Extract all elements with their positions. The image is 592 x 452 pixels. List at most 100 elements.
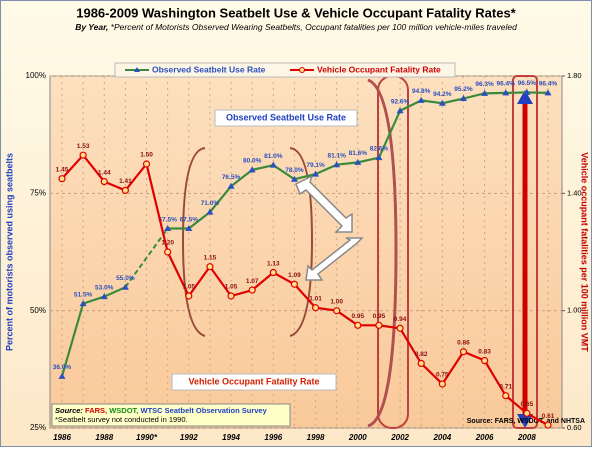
data-label: 96.3% (475, 81, 494, 88)
data-label: 1.20 (161, 240, 174, 247)
marker (333, 161, 341, 168)
marker (206, 208, 214, 215)
y-axis-label: Percent of motorists observed using seat… (4, 153, 14, 351)
data-label: 0.94 (394, 316, 407, 323)
x-tick-label: 1986 (53, 433, 71, 442)
y2-tick-label: 0.60 (567, 423, 582, 432)
marker (121, 186, 129, 194)
legend-label: Vehicle Occupant Fatality Rate (317, 64, 441, 74)
data-label: 0.75 (436, 372, 449, 379)
marker (523, 409, 531, 417)
marker (438, 99, 446, 106)
arrow (305, 237, 364, 281)
data-label: 1.15 (204, 254, 217, 261)
source-right: Source: FARS, WSDOT, and NHTSA (467, 418, 585, 425)
y-tick-label: 50% (30, 306, 46, 315)
data-label: 79.1% (306, 162, 325, 169)
chart-title: 1986-2009 Washington Seatbelt Use & Vehi… (76, 5, 516, 20)
y2-tick-label: 1.40 (567, 188, 582, 197)
y-tick-label: 75% (30, 188, 46, 197)
data-label: 1.13 (267, 260, 280, 267)
gap-connector (124, 227, 169, 288)
marker (164, 225, 172, 232)
y2-tick-label: 1.80 (567, 71, 582, 80)
data-label: 78.0% (285, 167, 304, 174)
marker (523, 88, 531, 95)
data-label: 94.2% (433, 91, 452, 98)
data-label: 0.95 (351, 313, 364, 320)
legend-marker (134, 67, 140, 72)
x-tick-label: 1994 (222, 433, 240, 442)
data-label: 1.07 (246, 278, 259, 285)
y-tick-label: 25% (30, 423, 46, 432)
data-label: 80.0% (243, 158, 262, 165)
data-label: 1.44 (98, 169, 111, 176)
marker (142, 160, 151, 168)
annotation: Observed Seatbelt Use Rate (226, 112, 346, 122)
marker (375, 321, 383, 329)
x-tick-label: 1990* (136, 433, 158, 442)
data-label: 1.45 (56, 166, 69, 173)
data-label: 1.41 (119, 178, 132, 185)
x-tick-label: 2002 (390, 433, 409, 442)
data-label: 0.82 (415, 351, 428, 358)
data-label: 76.5% (222, 174, 241, 181)
marker (100, 293, 108, 300)
x-tick-label: 1996 (264, 433, 282, 442)
marker (227, 292, 235, 300)
annotation-box (171, 373, 337, 391)
data-label: 67.5% (180, 216, 199, 223)
arrow (295, 174, 353, 233)
x-tick-label: 2004 (432, 433, 451, 442)
data-label: 0.95 (373, 313, 386, 320)
source-item: FARS, (85, 406, 107, 415)
marker (227, 182, 235, 189)
data-label: 81.1% (327, 152, 346, 159)
marker (58, 372, 66, 379)
marker (121, 283, 129, 290)
source-box (51, 403, 291, 427)
data-label: 0.83 (478, 348, 491, 355)
marker (417, 96, 425, 103)
x-tick-label: 2000 (348, 433, 367, 442)
marker (502, 89, 510, 96)
marker (100, 178, 108, 186)
x-tick-label: 2008 (517, 433, 536, 442)
marker (333, 307, 341, 315)
bracket (181, 147, 206, 337)
data-label: 1.05 (182, 284, 195, 291)
marker (206, 263, 214, 271)
marker (58, 175, 66, 183)
data-label: 81.0% (264, 153, 283, 160)
marker (269, 161, 277, 168)
marker (396, 324, 404, 332)
data-label: 81.6% (349, 150, 368, 157)
plot-area (49, 75, 563, 429)
data-label: 36.0% (53, 364, 72, 371)
x-tick-label: 1992 (180, 433, 198, 442)
marker (248, 166, 256, 173)
series-line (60, 286, 126, 377)
data-label: 1.00 (330, 298, 343, 305)
data-label: 96.4% (539, 81, 558, 88)
data-label: 1.53 (77, 143, 90, 150)
data-label: 53.0% (95, 284, 114, 291)
marker (269, 268, 277, 277)
legend-marker (299, 67, 305, 73)
source-label: Source: (55, 406, 83, 415)
marker (311, 304, 320, 312)
series-line (61, 153, 549, 427)
marker (438, 380, 446, 388)
footnote: *Seatbelt survey not conducted in 1990. (55, 415, 188, 424)
data-label: 82.6% (370, 145, 389, 152)
x-tick-label: 2006 (475, 433, 494, 442)
bracket (367, 78, 398, 428)
marker (481, 89, 489, 96)
data-label: 96.5% (518, 80, 537, 87)
data-label: 55.0% (116, 275, 135, 282)
source-item: WTSC Seatbelt Observation Survey (140, 406, 267, 415)
marker (459, 95, 467, 102)
legend (114, 62, 456, 78)
marker (502, 392, 510, 400)
